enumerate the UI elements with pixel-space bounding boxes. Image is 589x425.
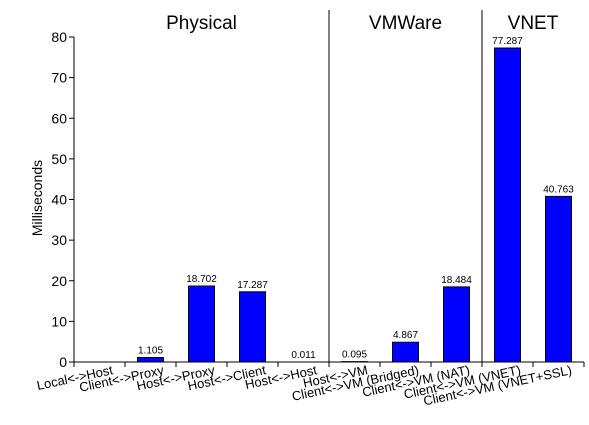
y-tick-label: 20	[51, 273, 67, 289]
bar	[545, 195, 572, 363]
y-tick-label: 10	[51, 313, 67, 329]
bar	[443, 286, 470, 363]
data-label: 40.763	[543, 184, 574, 195]
y-tick-label: 30	[51, 232, 67, 248]
y-tick-label: 70	[51, 70, 67, 86]
data-labels: 1.105 18.702 17.287 0.011 0.095 4.867 18.484 77…	[138, 36, 574, 361]
y-tick-label: 80	[51, 29, 67, 45]
data-label: 17.287	[237, 280, 268, 291]
y-tick-label: 40	[51, 192, 67, 208]
bar	[494, 47, 521, 363]
x-ticks: Local<->HostClient<->ProxyHost<->ProxyHo…	[35, 362, 585, 408]
data-label: 18.484	[441, 275, 472, 286]
data-label: 1.105	[138, 346, 163, 357]
group-label: VMWare	[369, 13, 442, 34]
data-label: 18.702	[186, 274, 217, 285]
bar	[137, 357, 164, 363]
data-label: 4.867	[393, 330, 418, 341]
group-label: Physical	[166, 13, 237, 34]
group-labels: Physical VMWare VNET	[166, 13, 559, 34]
data-label: 77.287	[492, 36, 523, 47]
bar	[392, 341, 419, 363]
bar	[239, 291, 266, 363]
y-tick-label: 0	[59, 354, 67, 370]
bar	[188, 285, 215, 363]
y-tick-label: 50	[51, 151, 67, 167]
y-ticks: 0 10 20 30 40 50 60 70 80	[51, 29, 74, 370]
data-label: 0.011	[291, 350, 316, 361]
group-label: VNET	[508, 13, 559, 34]
data-label: 0.095	[342, 350, 367, 361]
bars	[137, 47, 572, 363]
y-axis-title: Milliseconds	[29, 160, 45, 236]
group-dividers	[328, 10, 483, 362]
y-tick-label: 60	[51, 110, 67, 126]
